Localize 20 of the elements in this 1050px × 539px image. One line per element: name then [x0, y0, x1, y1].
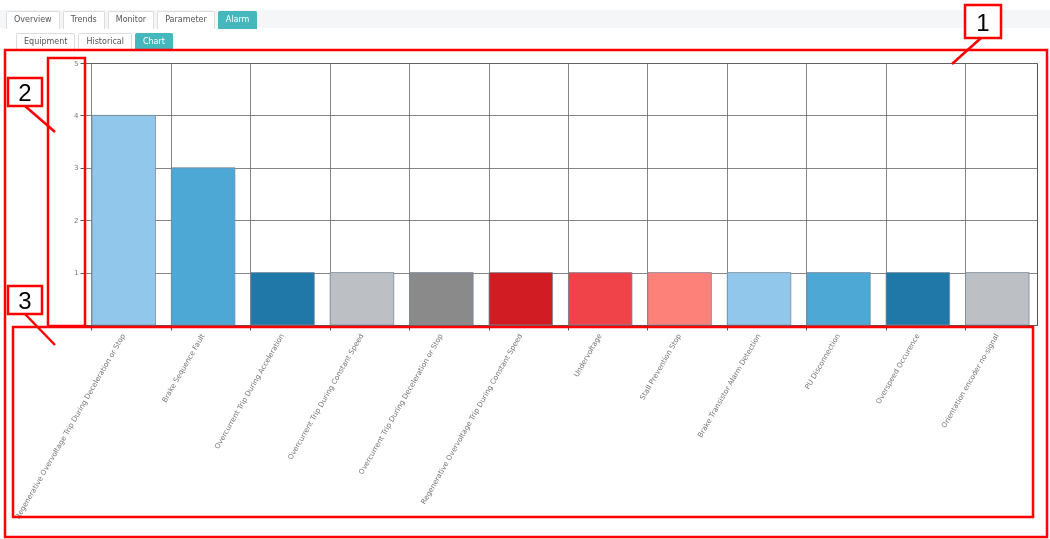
bar: [885, 272, 951, 326]
tab-button: Trends: [62, 11, 105, 29]
tab-button: Parameter: [157, 11, 215, 29]
bar: [170, 167, 236, 326]
bar: [568, 272, 633, 326]
tab-button: Alarm: [217, 11, 258, 29]
callout-label: 1: [951, 3, 1003, 65]
bar: [488, 272, 553, 326]
bar: [726, 272, 792, 326]
bar: [647, 272, 712, 326]
tab-button: Overview: [6, 11, 60, 29]
bar: [965, 272, 1030, 326]
bar: [806, 272, 871, 326]
bar: [91, 115, 156, 326]
callout-label: 2: [6, 76, 56, 133]
tab-button: Monitor: [107, 11, 155, 29]
bar: [250, 272, 315, 326]
bar: [329, 272, 395, 326]
callout-label: 3: [6, 284, 56, 346]
bar: [409, 272, 474, 326]
